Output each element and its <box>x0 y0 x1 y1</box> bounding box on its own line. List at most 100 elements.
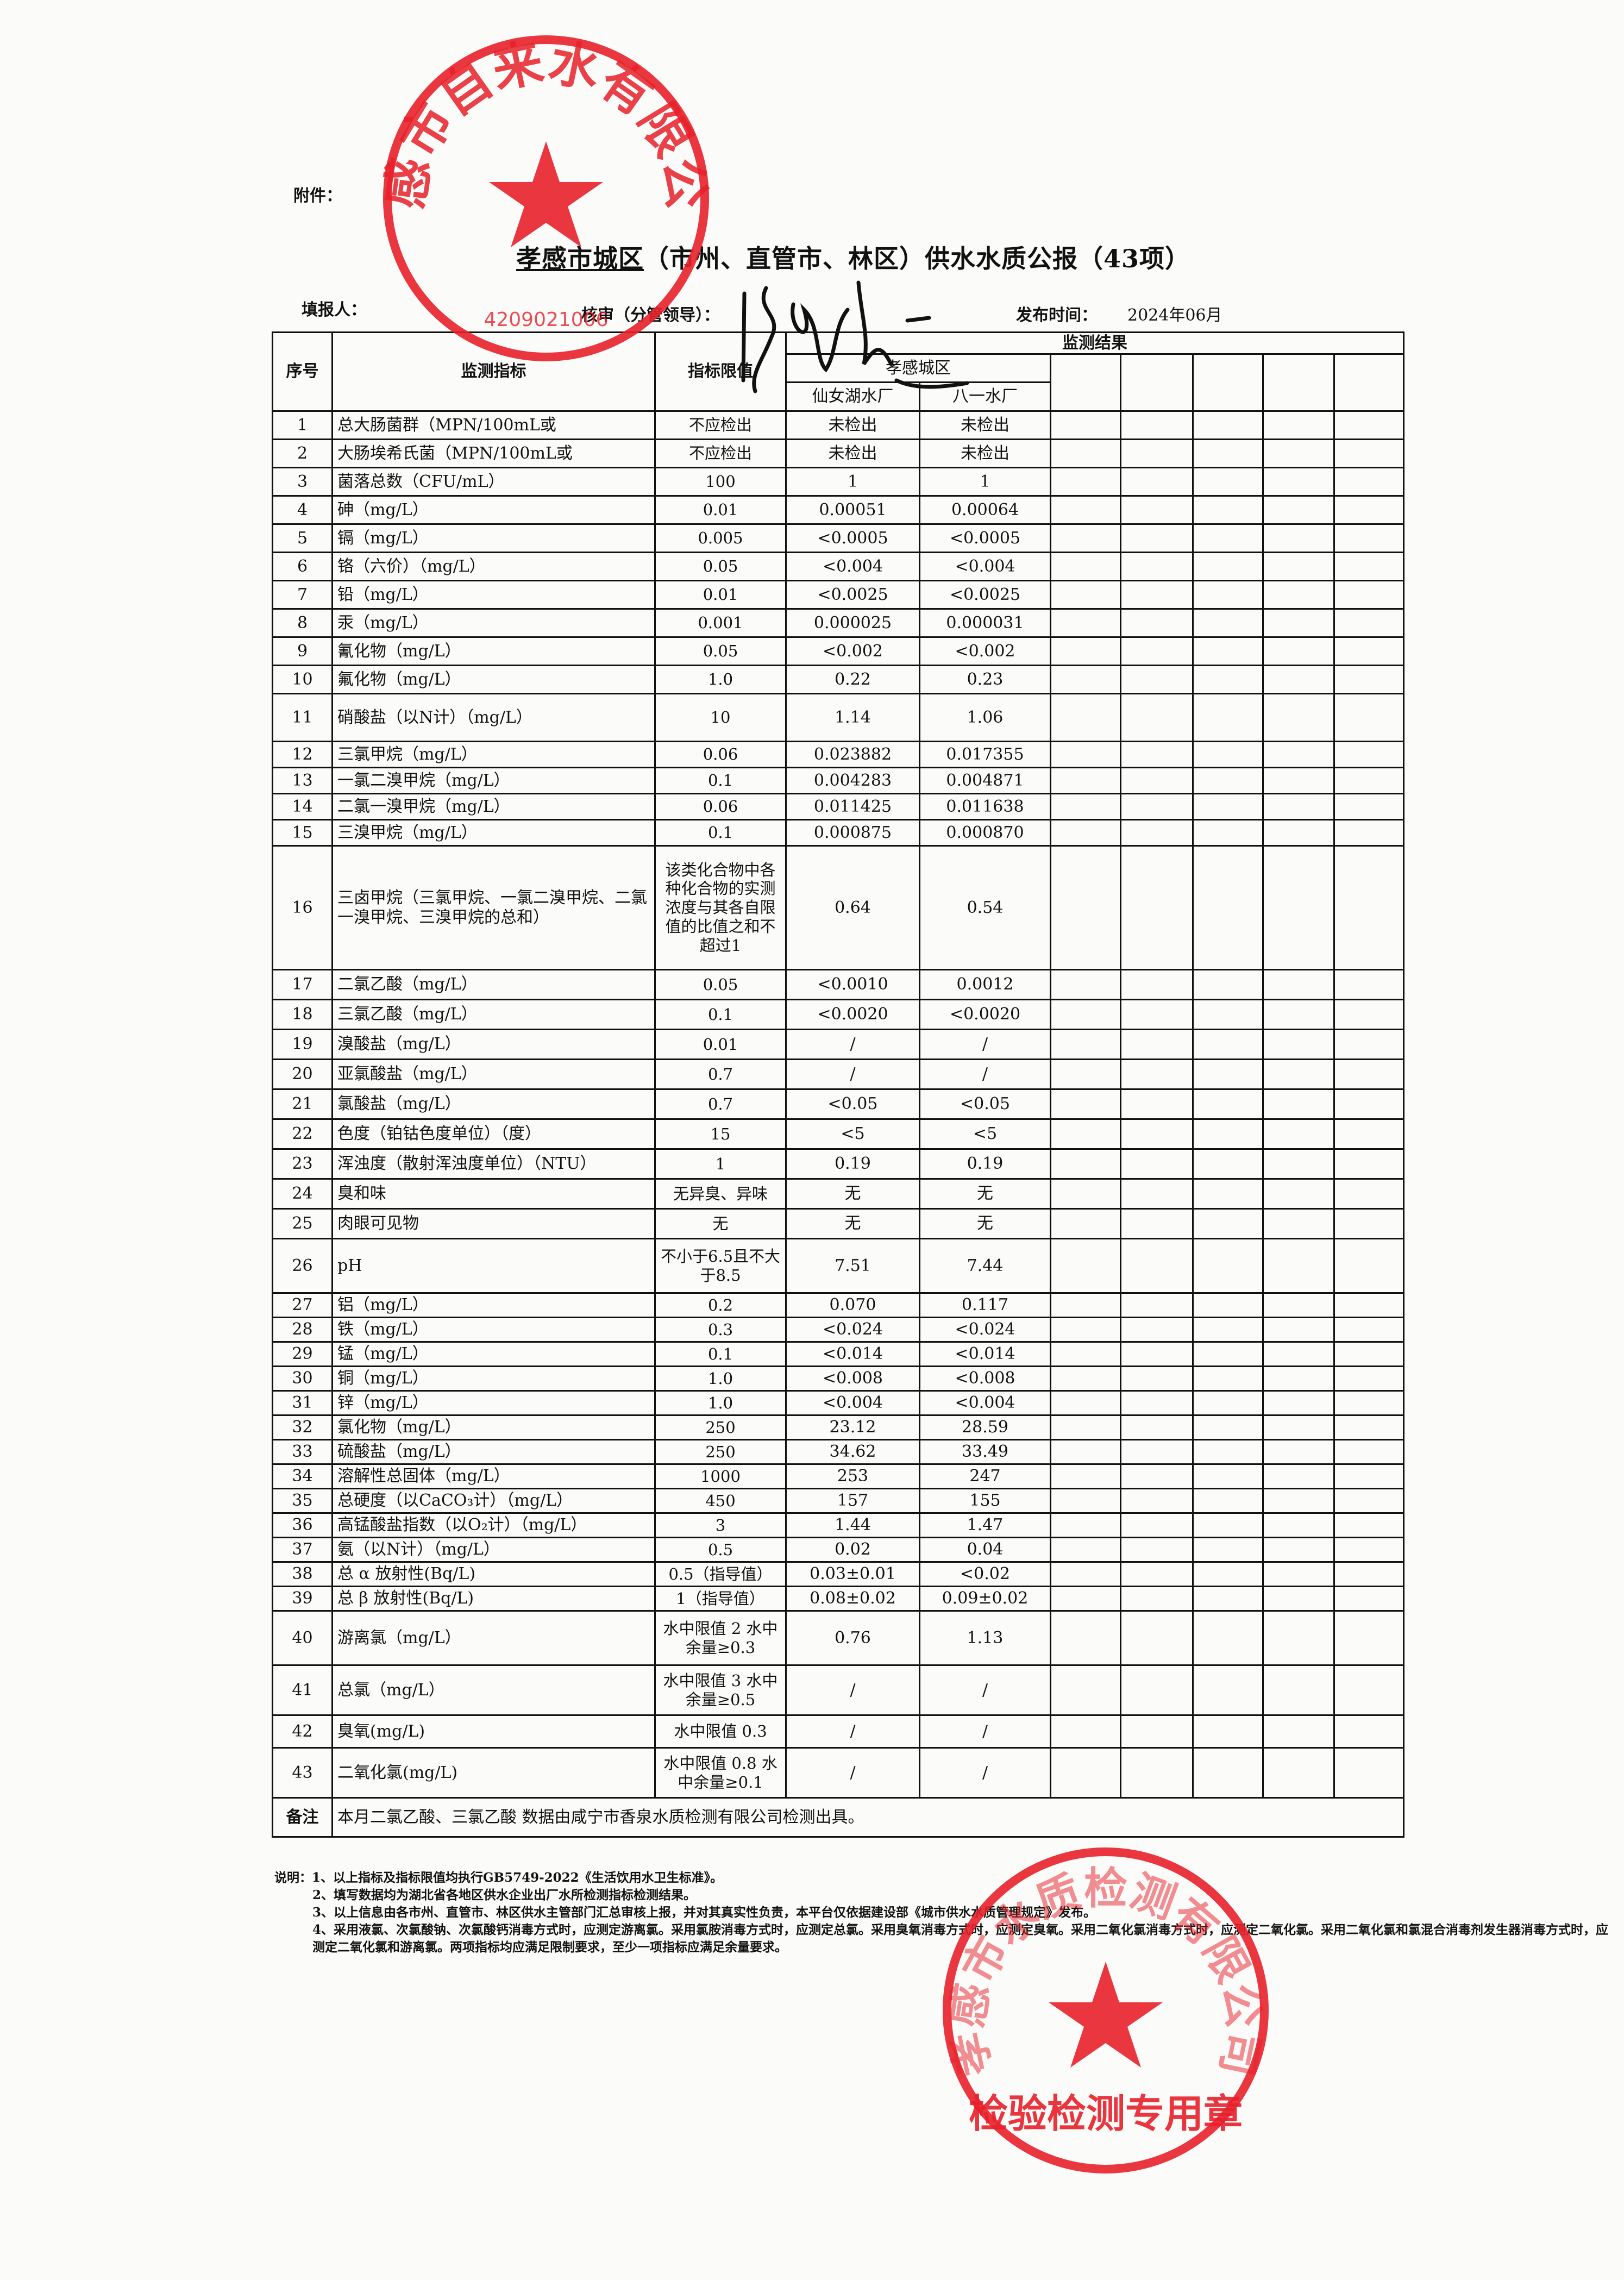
result-bayi: 无 <box>919 1178 1051 1210</box>
empty-cell <box>1192 665 1264 694</box>
row-index: 21 <box>272 1088 333 1120</box>
result-xiannvhu: 253 <box>785 1463 920 1489</box>
result-xiannvhu: 0.76 <box>785 1610 920 1666</box>
empty-cell <box>1120 467 1194 497</box>
row-index: 11 <box>272 693 333 742</box>
row-index: 13 <box>272 767 333 794</box>
publish-date: 2024年06月 <box>1127 306 1222 325</box>
empty-cell <box>1120 1512 1194 1538</box>
limit-value: 0.06 <box>654 741 787 768</box>
result-xiannvhu: <0.05 <box>785 1088 920 1120</box>
empty-cell <box>1333 793 1405 820</box>
result-xiannvhu: <0.002 <box>785 636 920 666</box>
empty-cell <box>1192 467 1264 497</box>
empty-cell <box>1262 793 1335 820</box>
limit-value: 0.3 <box>654 1317 787 1343</box>
header-results: 监测结果 <box>785 331 1405 355</box>
limit-value: 无 <box>654 1208 787 1239</box>
empty-cell <box>1333 845 1405 970</box>
empty-cell <box>1050 819 1121 847</box>
empty-cell <box>1192 1414 1264 1440</box>
empty-cell <box>1192 767 1264 794</box>
result-xiannvhu: <0.0005 <box>785 523 920 553</box>
empty-cell <box>1050 523 1121 553</box>
row-index: 43 <box>272 1747 333 1799</box>
empty-cell <box>1050 1586 1121 1612</box>
result-bayi: <0.05 <box>919 1088 1051 1120</box>
empty-cell <box>1333 665 1405 694</box>
empty-cell <box>1050 1148 1121 1180</box>
empty-cell <box>1333 1610 1405 1666</box>
result-bayi: / <box>919 1714 1051 1749</box>
table-row: 19 溴酸盐（mg/L） 0.01// <box>272 1029 1405 1060</box>
empty-cell <box>1192 636 1264 666</box>
empty-cell <box>1333 1488 1405 1514</box>
empty-cell <box>1262 580 1335 610</box>
empty-cell <box>1050 1714 1121 1749</box>
empty-cell <box>1333 1664 1405 1716</box>
empty-cell <box>1262 1208 1335 1239</box>
empty-cell <box>1262 1610 1335 1666</box>
row-index: 16 <box>272 845 333 970</box>
result-bayi: 0.23 <box>919 665 1051 694</box>
result-xiannvhu: / <box>785 1747 920 1799</box>
result-bayi: 无 <box>919 1208 1051 1239</box>
empty-cell <box>1120 1747 1194 1799</box>
limit-value: 15 <box>654 1118 787 1150</box>
table-row: 1 总大肠菌群（MPN/100mL或 不应检出 未检出 未检出 <box>272 410 1405 440</box>
table-row: 31 锌（mg/L） 1.0 <0.004 <0.004 <box>272 1390 1405 1416</box>
empty-cell <box>1050 1088 1121 1120</box>
result-xiannvhu: / <box>785 1714 920 1749</box>
empty-cell <box>1120 1118 1194 1150</box>
limit-value: 0.5（指导值） <box>654 1561 787 1587</box>
empty-cell <box>1192 1292 1264 1318</box>
limit-value: 1.0 <box>654 665 787 694</box>
result-bayi: <0.004 <box>919 1390 1051 1416</box>
limit-value: 0.7 <box>654 1058 787 1090</box>
empty-cell <box>1050 1488 1121 1514</box>
empty-cell <box>1050 353 1121 412</box>
limit-value: 不应检出 <box>654 410 787 440</box>
empty-cell <box>1262 410 1335 440</box>
result-bayi: 未检出 <box>919 410 1051 440</box>
empty-cell <box>1192 693 1264 742</box>
table-row: 18 三氯乙酸（mg/L） 0.1 <0.0020 <0.0020 <box>272 999 1405 1030</box>
empty-cell <box>1192 845 1264 970</box>
table-row: 12 三氯甲烷（mg/L） 0.06 0.023882 0.017355 <box>272 741 1405 768</box>
table-row: 40 游离氯（mg/L） 水中限值 2 水中余量≥0.3 0.76 1.13 <box>272 1610 1405 1666</box>
result-xiannvhu: / <box>785 1058 920 1090</box>
table-row: 26 pH 不小于6.5且不大于8.5 7.51 7.44 <box>272 1238 1405 1294</box>
table-row: 42 臭氧(mg/L) 水中限值 0.3// <box>272 1714 1405 1749</box>
row-index: 27 <box>272 1292 333 1318</box>
empty-cell <box>1262 741 1335 768</box>
indicator-name: 总大肠菌群（MPN/100mL或 <box>331 410 656 440</box>
attachment-label: 附件： <box>293 186 342 205</box>
row-index: 2 <box>272 439 333 468</box>
result-xiannvhu: <0.014 <box>785 1341 920 1367</box>
result-xiannvhu: <0.0025 <box>785 580 920 610</box>
empty-cell <box>1050 495 1121 525</box>
table-row: 11 硝酸盐（以N计）（mg/L） 10 1.14 1.06 <box>272 693 1405 742</box>
limit-value: 0.06 <box>654 793 787 820</box>
empty-cell <box>1120 1610 1194 1666</box>
indicator-name: 氨（以N计）（mg/L） <box>331 1537 656 1563</box>
empty-cell <box>1333 467 1405 497</box>
note-4: 4、采用液氯、次氯酸钠、次氯酸钙消毒方式时，应测定游离氯。采用氯胺消毒方式时，应… <box>312 1922 1609 1955</box>
empty-cell <box>1192 969 1264 1000</box>
limit-value: 1.0 <box>654 1390 787 1416</box>
empty-cell <box>1120 845 1194 970</box>
empty-cell <box>1192 580 1264 610</box>
empty-cell <box>1050 410 1121 440</box>
empty-cell <box>1120 969 1194 1000</box>
row-index: 23 <box>272 1148 333 1180</box>
result-xiannvhu: 未检出 <box>785 439 920 468</box>
result-bayi: 155 <box>919 1488 1051 1514</box>
result-xiannvhu: 0.08±0.02 <box>785 1586 920 1612</box>
note-3: 3、以上信息由各市州、直管市、林区供水主管部门汇总审核上报，并对其真实性负责，本… <box>312 1905 1096 1920</box>
empty-cell <box>1192 410 1264 440</box>
indicator-name: 溴酸盐（mg/L） <box>331 1029 656 1060</box>
limit-value: 0.1 <box>654 767 787 794</box>
result-bayi: <0.024 <box>919 1317 1051 1343</box>
limit-value: 0.005 <box>654 523 787 553</box>
title-rest: （市州、直管市、林区）供水水质公报（43项） <box>644 244 1191 273</box>
